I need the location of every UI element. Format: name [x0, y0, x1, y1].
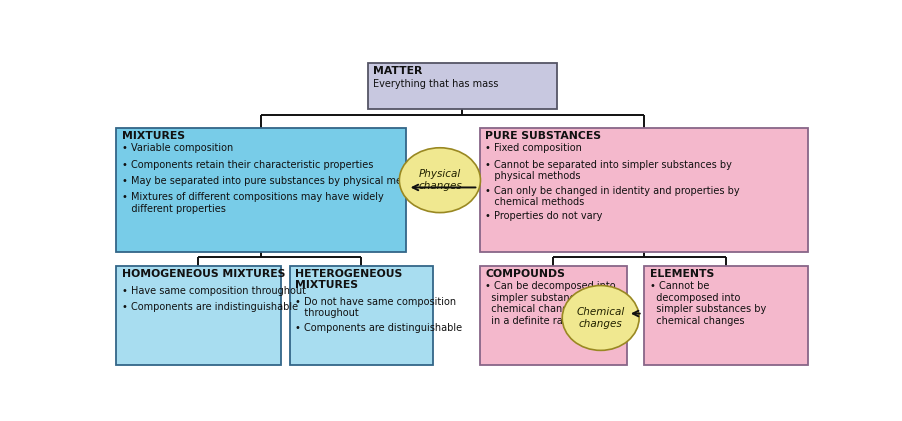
Text: COMPOUNDS: COMPOUNDS: [485, 269, 566, 279]
Ellipse shape: [400, 148, 481, 213]
FancyBboxPatch shape: [480, 266, 627, 365]
Text: • Mixtures of different compositions may have widely
   different properties: • Mixtures of different compositions may…: [122, 192, 383, 213]
Text: • Fixed composition: • Fixed composition: [485, 144, 582, 153]
Text: • Do not have same composition
   throughout: • Do not have same composition throughou…: [295, 297, 456, 318]
FancyBboxPatch shape: [480, 128, 808, 251]
Text: • Can only be changed in identity and properties by
   chemical methods: • Can only be changed in identity and pr…: [485, 186, 740, 207]
Ellipse shape: [562, 285, 640, 350]
Text: • Cannot be separated into simpler substances by
   physical methods: • Cannot be separated into simpler subst…: [485, 160, 732, 181]
Text: • Cannot be
  decomposed into
  simpler substances by
  chemical changes: • Cannot be decomposed into simpler subs…: [649, 281, 766, 326]
FancyBboxPatch shape: [290, 266, 433, 365]
Text: Chemical
changes: Chemical changes: [576, 307, 625, 329]
FancyBboxPatch shape: [116, 128, 406, 251]
Text: • Can be decomposed into
  simpler substances by
  chemical changes, always
  in: • Can be decomposed into simpler substan…: [485, 281, 620, 326]
Text: Physical
changes: Physical changes: [418, 169, 462, 191]
Text: HOMOGENEOUS MIXTURES: HOMOGENEOUS MIXTURES: [122, 269, 285, 279]
FancyBboxPatch shape: [644, 266, 808, 365]
Text: • Components are indistinguishable: • Components are indistinguishable: [122, 302, 298, 312]
Text: MIXTURES: MIXTURES: [122, 131, 185, 141]
FancyBboxPatch shape: [116, 266, 281, 365]
Text: PURE SUBSTANCES: PURE SUBSTANCES: [485, 131, 602, 141]
Text: MATTER: MATTER: [373, 66, 423, 76]
Text: ELEMENTS: ELEMENTS: [649, 269, 713, 279]
Text: • Components retain their characteristic properties: • Components retain their characteristic…: [122, 160, 373, 170]
Text: HETEROGENEOUS
MIXTURES: HETEROGENEOUS MIXTURES: [295, 269, 402, 290]
Text: • Properties do not vary: • Properties do not vary: [485, 211, 603, 221]
FancyBboxPatch shape: [368, 64, 557, 109]
Text: • May be separated into pure substances by physical methods: • May be separated into pure substances …: [122, 176, 429, 186]
Text: Everything that has mass: Everything that has mass: [373, 79, 499, 88]
Text: • Variable composition: • Variable composition: [122, 144, 233, 153]
Text: • Have same composition throughout: • Have same composition throughout: [122, 286, 306, 296]
Text: • Components are distinguishable: • Components are distinguishable: [295, 323, 463, 333]
